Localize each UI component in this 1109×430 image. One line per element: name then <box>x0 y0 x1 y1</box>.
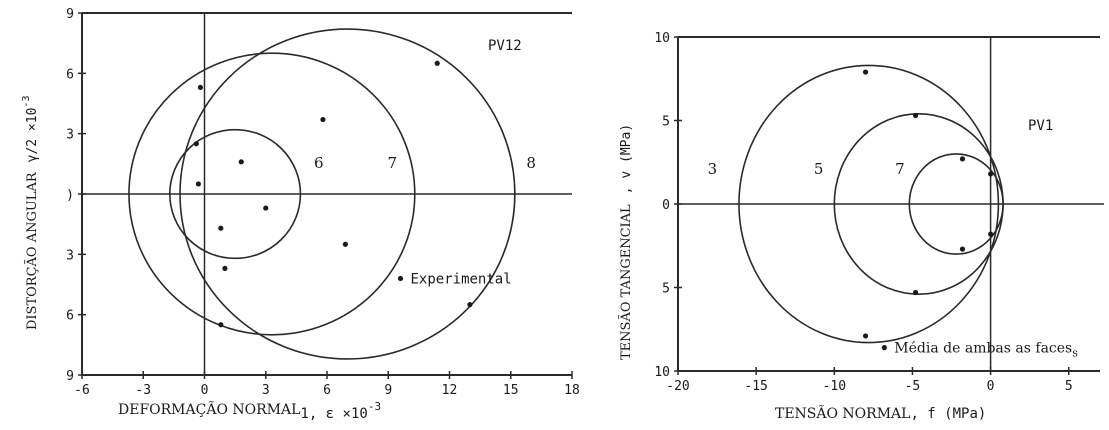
x-tick-label: 0 <box>987 379 995 394</box>
y-axis-label-symbol: γ/2 ×10 <box>25 108 40 163</box>
data-point <box>218 322 224 328</box>
y-tick-label: 0 <box>662 198 670 213</box>
x-axis-label: TENSÃO NORMAL, f (MPa) <box>775 404 986 422</box>
legend-marker <box>881 345 887 351</box>
data-point <box>197 84 204 91</box>
y-tick-label: ) <box>66 188 74 203</box>
data-point <box>238 159 244 165</box>
y-tick-label: 6 <box>66 67 74 82</box>
mohr-circle <box>168 128 302 260</box>
x-tick-label: -10 <box>823 379 846 394</box>
y-tick-label: 3 <box>66 128 74 143</box>
data-point <box>218 225 224 231</box>
panel-label: PV1 <box>1028 118 1053 134</box>
left-chart-pv12: 963)369-6 -3 0 3 6 9 12 15 186 7 8PV12Experimental… <box>21 7 580 422</box>
mohr-circle <box>179 28 516 360</box>
data-point <box>912 112 919 119</box>
y-tick-label: 3 <box>66 248 74 263</box>
legend-label: Experimental <box>411 271 512 287</box>
y-tick-label: 5 <box>662 282 670 297</box>
x-axis-label-main: TENSÃO NORMAL <box>775 404 910 422</box>
circle-label: 5 <box>814 160 824 178</box>
panel-label: PV12 <box>488 38 522 54</box>
y-tick-label: 6 <box>66 309 74 324</box>
x-tick-label: 3 <box>262 383 270 398</box>
data-point <box>263 205 269 211</box>
circle-label: 6 <box>314 154 324 172</box>
y-axis-label-main: TENSÃO TANGENCIAL <box>618 204 634 360</box>
x-tick-label: -15 <box>744 379 767 394</box>
mohr-circle <box>833 113 1004 295</box>
mohr-circle <box>738 64 1000 344</box>
y-axis-label: TENSÃO TANGENCIAL , v (MPa) <box>618 124 634 360</box>
data-point <box>959 246 966 252</box>
data-point <box>862 69 869 75</box>
y-tick-label: 10 <box>654 365 670 380</box>
mohr-circle <box>128 52 416 336</box>
circle-label: 7 <box>895 160 905 178</box>
x-axis-label-exponent: -3 <box>368 400 381 413</box>
legend-marker <box>397 275 404 282</box>
data-point <box>987 231 994 237</box>
data-point <box>320 116 326 123</box>
data-point <box>959 156 966 162</box>
data-point <box>987 171 994 177</box>
data-point <box>342 241 348 247</box>
x-tick-label: 9 <box>384 383 392 398</box>
x-tick-label: 0 <box>201 383 209 398</box>
x-tick-label: -5 <box>905 379 921 394</box>
legend-label: Média de ambas as facess <box>894 341 1078 360</box>
data-point <box>195 181 201 187</box>
y-axis-label-exponent: -3 <box>21 96 32 108</box>
x-tick-label: 12 <box>442 383 458 398</box>
circle-label: 8 <box>526 154 536 172</box>
circle-label: 3 <box>708 160 718 178</box>
x-tick-label: 15 <box>503 383 519 398</box>
x-tick-label: 5 <box>1065 379 1073 394</box>
x-tick-label: -3 <box>135 383 151 398</box>
y-tick-label: 9 <box>66 7 74 22</box>
y-tick-label: 9 <box>66 369 74 384</box>
legend-suffix: s <box>1072 347 1078 360</box>
circle-label: 7 <box>388 154 398 172</box>
data-point <box>193 141 199 147</box>
y-axis-label-main: DISTORÇÃO ANGULAR <box>24 171 40 330</box>
x-axis-label-main: DEFORMAÇÃO NORMAL <box>118 400 300 418</box>
y-tick-label: 10 <box>654 31 670 46</box>
data-point <box>467 302 473 308</box>
data-point <box>222 265 228 272</box>
x-tick-label: 18 <box>564 383 580 398</box>
x-tick-label: -20 <box>666 379 689 394</box>
x-axis-label-symbol: , f (MPa) <box>910 406 986 422</box>
data-point <box>912 289 919 296</box>
x-tick-label: 6 <box>323 383 331 398</box>
x-tick-label: -6 <box>74 383 90 398</box>
y-axis-label: DISTORÇÃO ANGULAR γ/2 ×10-3 <box>21 96 40 330</box>
data-point <box>434 60 440 66</box>
x-axis-label: DEFORMAÇÃO NORMAL1, ε ×10-3 <box>118 400 381 422</box>
data-point <box>862 333 869 339</box>
x-axis-label-symbol: 1, ε ×10 <box>300 406 367 422</box>
y-tick-label: 5 <box>662 115 670 130</box>
y-axis-label-symbol: , v (MPa) <box>619 124 634 194</box>
